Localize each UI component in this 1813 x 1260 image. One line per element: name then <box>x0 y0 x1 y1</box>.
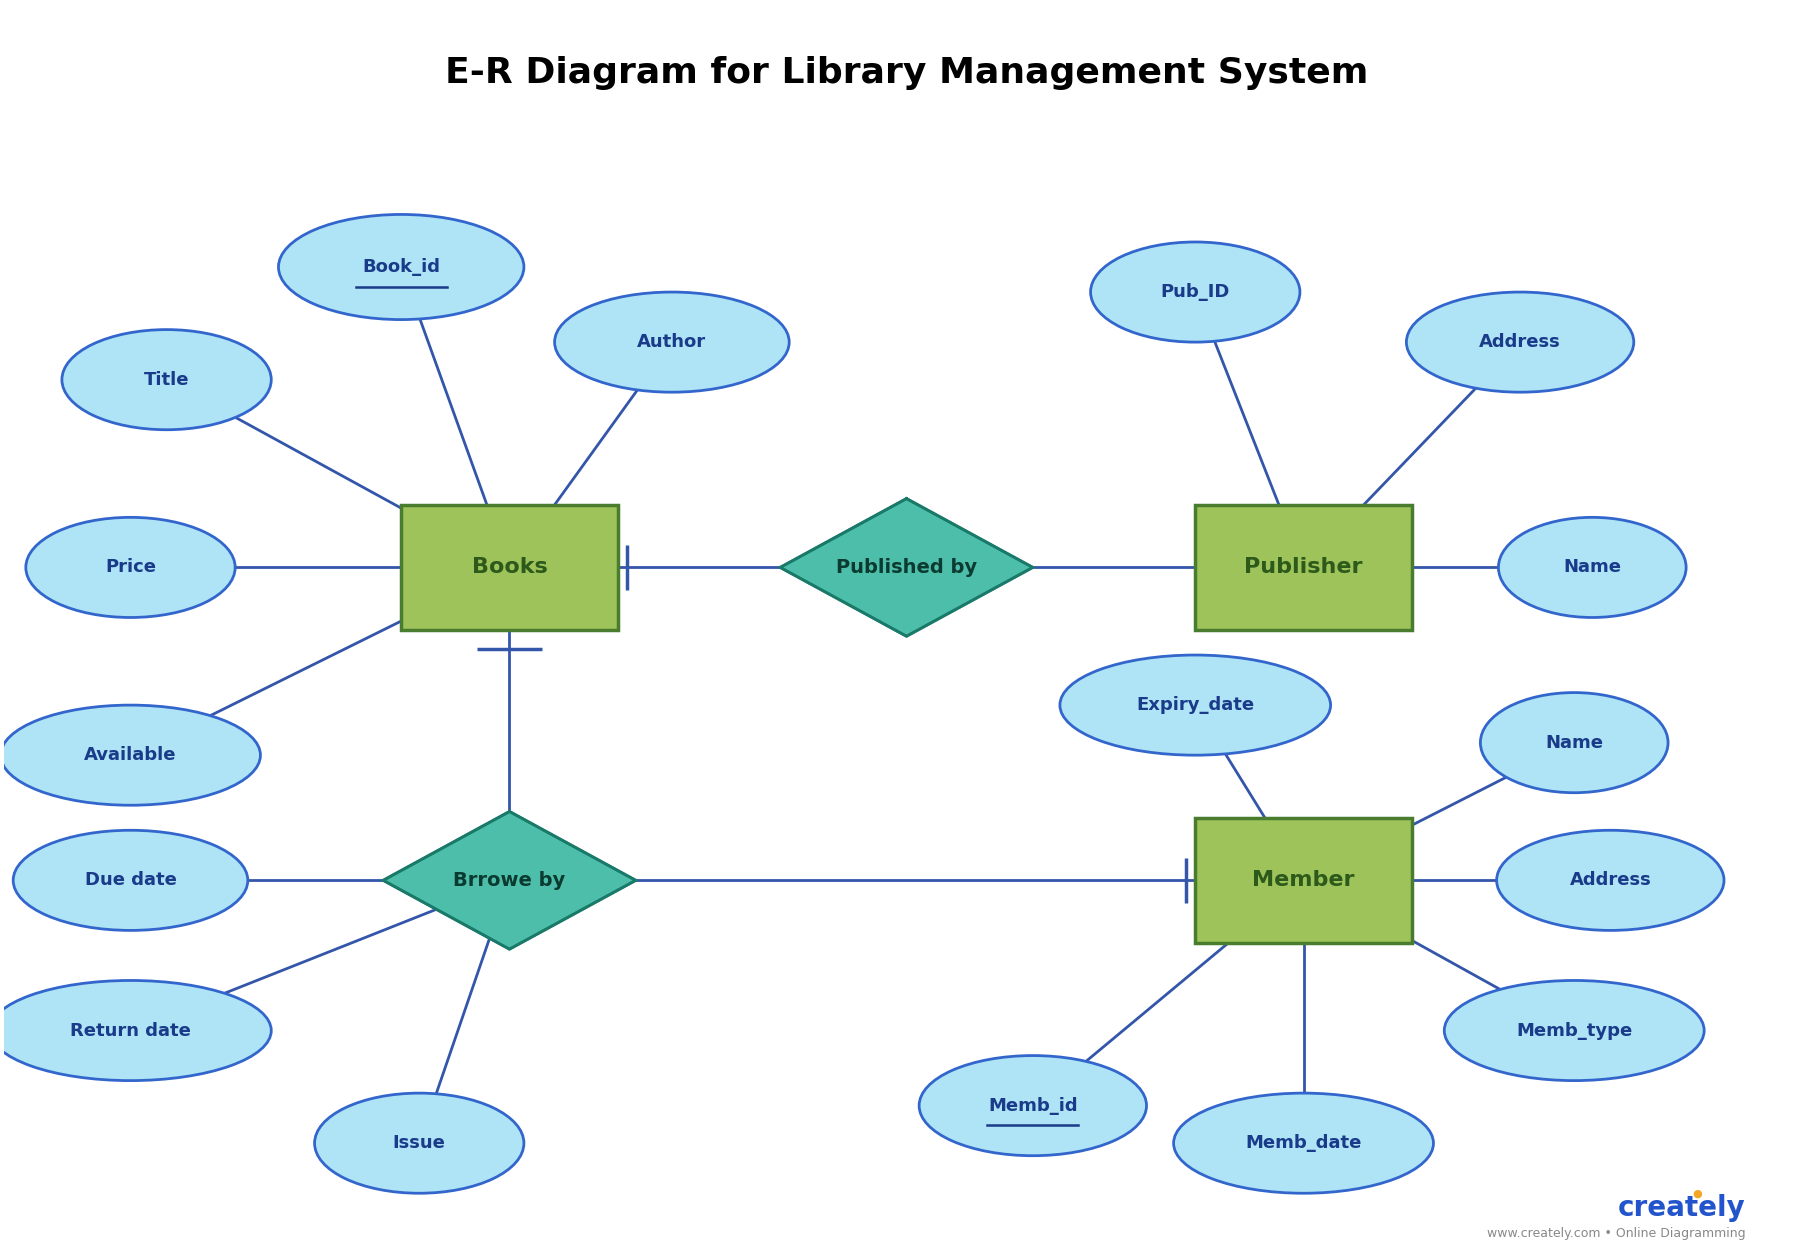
FancyBboxPatch shape <box>1195 818 1412 942</box>
Text: Price: Price <box>105 558 156 576</box>
Text: Memb_date: Memb_date <box>1246 1134 1362 1152</box>
Text: Address: Address <box>1479 333 1561 352</box>
Polygon shape <box>383 811 636 949</box>
Text: Due date: Due date <box>85 872 176 890</box>
Text: Book_id: Book_id <box>363 258 441 276</box>
Text: Memb_id: Memb_id <box>988 1096 1077 1115</box>
Ellipse shape <box>1061 655 1331 755</box>
Text: ●: ● <box>1692 1188 1702 1198</box>
FancyBboxPatch shape <box>401 505 618 630</box>
Text: Expiry_date: Expiry_date <box>1137 696 1255 714</box>
Ellipse shape <box>0 706 261 805</box>
Text: Books: Books <box>471 557 548 577</box>
Text: Name: Name <box>1545 733 1603 752</box>
Ellipse shape <box>279 214 524 320</box>
Ellipse shape <box>315 1094 524 1193</box>
Ellipse shape <box>1091 242 1300 343</box>
Ellipse shape <box>0 980 272 1081</box>
Polygon shape <box>780 499 1033 636</box>
Text: Return date: Return date <box>71 1022 190 1040</box>
Text: E-R Diagram for Library Management System: E-R Diagram for Library Management Syste… <box>444 55 1369 89</box>
Text: www.creately.com • Online Diagramming: www.creately.com • Online Diagramming <box>1487 1227 1746 1240</box>
Text: Memb_type: Memb_type <box>1516 1022 1632 1040</box>
Text: Name: Name <box>1563 558 1621 576</box>
Text: Published by: Published by <box>836 558 977 577</box>
Text: Available: Available <box>83 746 176 764</box>
Ellipse shape <box>62 330 272 430</box>
Ellipse shape <box>555 292 789 392</box>
Ellipse shape <box>1445 980 1704 1081</box>
Ellipse shape <box>1407 292 1634 392</box>
Text: Author: Author <box>638 333 707 352</box>
FancyBboxPatch shape <box>1195 505 1412 630</box>
Text: Title: Title <box>143 370 189 388</box>
Ellipse shape <box>13 830 248 930</box>
Text: Member: Member <box>1253 871 1354 891</box>
Ellipse shape <box>25 518 236 617</box>
Text: Issue: Issue <box>393 1134 446 1152</box>
Ellipse shape <box>919 1056 1146 1155</box>
Text: Publisher: Publisher <box>1244 557 1363 577</box>
Text: Brrowe by: Brrowe by <box>453 871 566 890</box>
Text: creately: creately <box>1617 1194 1746 1222</box>
Text: Pub_ID: Pub_ID <box>1160 284 1229 301</box>
Ellipse shape <box>1481 693 1668 793</box>
Ellipse shape <box>1173 1094 1434 1193</box>
Text: Address: Address <box>1570 872 1652 890</box>
Ellipse shape <box>1496 830 1724 930</box>
Ellipse shape <box>1498 518 1686 617</box>
